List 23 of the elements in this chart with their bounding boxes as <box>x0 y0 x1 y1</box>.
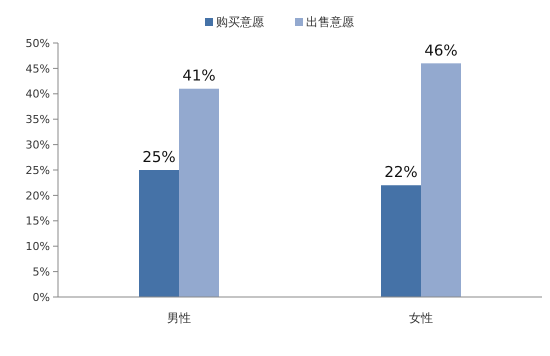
y-tick-label: 45% <box>26 62 50 76</box>
y-tick-label: 50% <box>26 36 50 50</box>
bar <box>421 63 461 297</box>
x-tick-label: 男性 <box>167 311 191 325</box>
y-tick-label: 10% <box>26 240 50 254</box>
bar <box>381 185 421 297</box>
y-tick-label: 35% <box>26 113 50 126</box>
y-tick-label: 30% <box>26 138 50 152</box>
data-label: 46% <box>424 41 458 60</box>
data-label: 25% <box>142 148 176 166</box>
bar <box>179 88 219 297</box>
x-tick-label: 女性 <box>409 311 433 325</box>
bar <box>139 170 179 297</box>
y-tick-label: 0% <box>32 290 50 304</box>
data-label: 22% <box>384 163 418 182</box>
legend-label: 购买意愿 <box>216 15 264 30</box>
y-tick-label: 25% <box>26 164 50 177</box>
y-tick-label: 20% <box>26 189 50 202</box>
y-tick-label: 40% <box>26 88 50 101</box>
data-label: 41% <box>182 66 216 85</box>
legend-label: 出售意愿 <box>306 15 354 30</box>
y-tick-label: 15% <box>26 214 50 228</box>
y-tick-label: 5% <box>32 265 50 278</box>
